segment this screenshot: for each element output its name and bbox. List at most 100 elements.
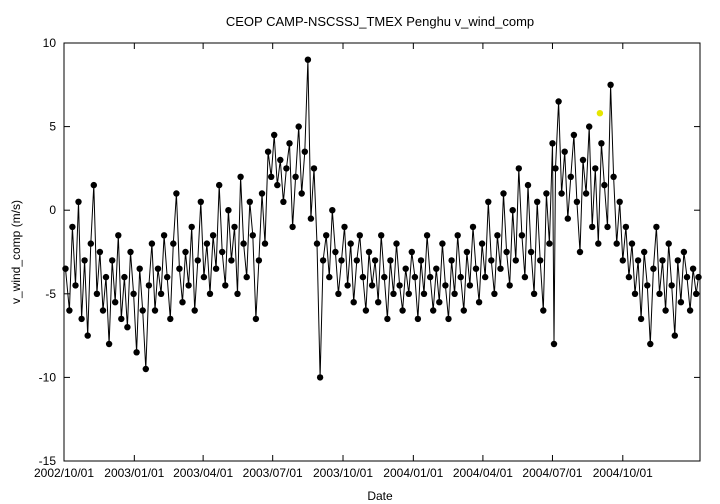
data-point: [341, 223, 348, 231]
data-point: [561, 148, 568, 155]
data-point: [292, 173, 299, 180]
data-point: [145, 282, 153, 289]
y-tick-label: 10: [43, 36, 57, 50]
data-point: [466, 282, 474, 289]
data-point: [81, 257, 88, 264]
data-point: [550, 340, 558, 348]
data-point: [219, 248, 226, 256]
data-point: [338, 257, 345, 264]
data-point: [674, 257, 681, 264]
data-point: [295, 123, 302, 130]
data-point: [433, 265, 440, 272]
series-1: [596, 110, 604, 117]
data-point: [408, 248, 415, 256]
data-point: [665, 240, 672, 247]
data-point: [246, 198, 253, 205]
data-point: [362, 307, 370, 314]
plot-area: 10 5 0 -5 -10 -15 2002/10/01 2003/01/01 2003/04…: [34, 36, 702, 480]
data-point: [298, 190, 305, 197]
data-point: [610, 173, 617, 180]
data-point: [154, 265, 162, 272]
data-point: [194, 257, 201, 264]
data-point: [482, 273, 489, 281]
data-point: [160, 232, 168, 239]
data-point: [142, 365, 149, 373]
data-point: [534, 198, 541, 205]
data-point: [686, 307, 694, 314]
data-point: [261, 240, 269, 247]
data-point: [463, 248, 471, 256]
data-point: [69, 223, 76, 231]
data-point: [485, 198, 492, 205]
data-point: [209, 232, 217, 239]
data-point: [157, 290, 165, 297]
data-point: [124, 324, 131, 331]
x-tick-label: 2003/07/01: [243, 466, 303, 480]
data-point: [139, 307, 146, 314]
data-point: [662, 307, 669, 314]
data-point: [99, 307, 107, 314]
data-point: [148, 240, 156, 247]
data-point: [628, 240, 636, 247]
data-point: [179, 299, 186, 306]
data-point: [268, 173, 275, 180]
data-point: [613, 240, 620, 247]
data-point: [206, 290, 214, 297]
data-point: [475, 299, 483, 306]
data-point: [84, 332, 91, 339]
data-point: [316, 374, 324, 381]
data-point: [653, 223, 660, 231]
data-point: [109, 257, 116, 264]
data-point: [203, 240, 211, 247]
x-tick-label: 2003/10/01: [313, 466, 373, 480]
data-point: [133, 349, 140, 356]
data-point: [607, 81, 614, 89]
data-point: [216, 181, 223, 189]
data-point: [552, 165, 559, 172]
data-point: [586, 123, 593, 130]
data-point: [258, 190, 266, 197]
data-point: [601, 181, 608, 189]
data-point: [185, 282, 192, 289]
data-point: [671, 332, 678, 339]
data-point: [115, 232, 122, 239]
data-point: [497, 265, 504, 272]
y-tick-label: -5: [45, 287, 56, 301]
data-point: [243, 273, 250, 281]
plot-frame: [63, 42, 701, 462]
data-point: [457, 273, 464, 281]
data-point: [240, 240, 247, 247]
data-point: [506, 282, 513, 289]
data-point: [488, 257, 495, 264]
y-axis-label: v_wind_comp (m/s): [9, 200, 23, 304]
data-point: [353, 257, 360, 264]
data-point: [274, 181, 281, 189]
data-point: [430, 307, 437, 314]
data-point: [329, 207, 336, 214]
data-point: [637, 315, 645, 323]
data-point: [264, 148, 272, 155]
data-point: [414, 315, 422, 323]
data-point: [509, 207, 516, 214]
data-point: [527, 248, 535, 256]
data-point: [491, 290, 498, 297]
data-point: [405, 290, 412, 297]
data-point: [454, 232, 461, 239]
x-tick-label: 2004/01/01: [383, 466, 443, 480]
data-point: [448, 257, 455, 264]
data-point: [680, 248, 688, 256]
data-point: [500, 190, 507, 197]
data-point: [570, 131, 578, 139]
data-point: [384, 315, 391, 323]
data-point: [683, 273, 691, 281]
chart-title: CEOP CAMP-NSCSSJ_TMEX Penghu v_wind_comp: [226, 14, 534, 29]
data-point: [326, 273, 333, 281]
data-point: [677, 299, 685, 306]
data-point: [381, 273, 388, 281]
data-point: [87, 240, 95, 247]
y-tick-label: -15: [39, 454, 57, 468]
data-point: [515, 165, 522, 172]
data-point: [427, 273, 434, 281]
data-point: [170, 240, 177, 247]
data-point: [252, 315, 260, 323]
